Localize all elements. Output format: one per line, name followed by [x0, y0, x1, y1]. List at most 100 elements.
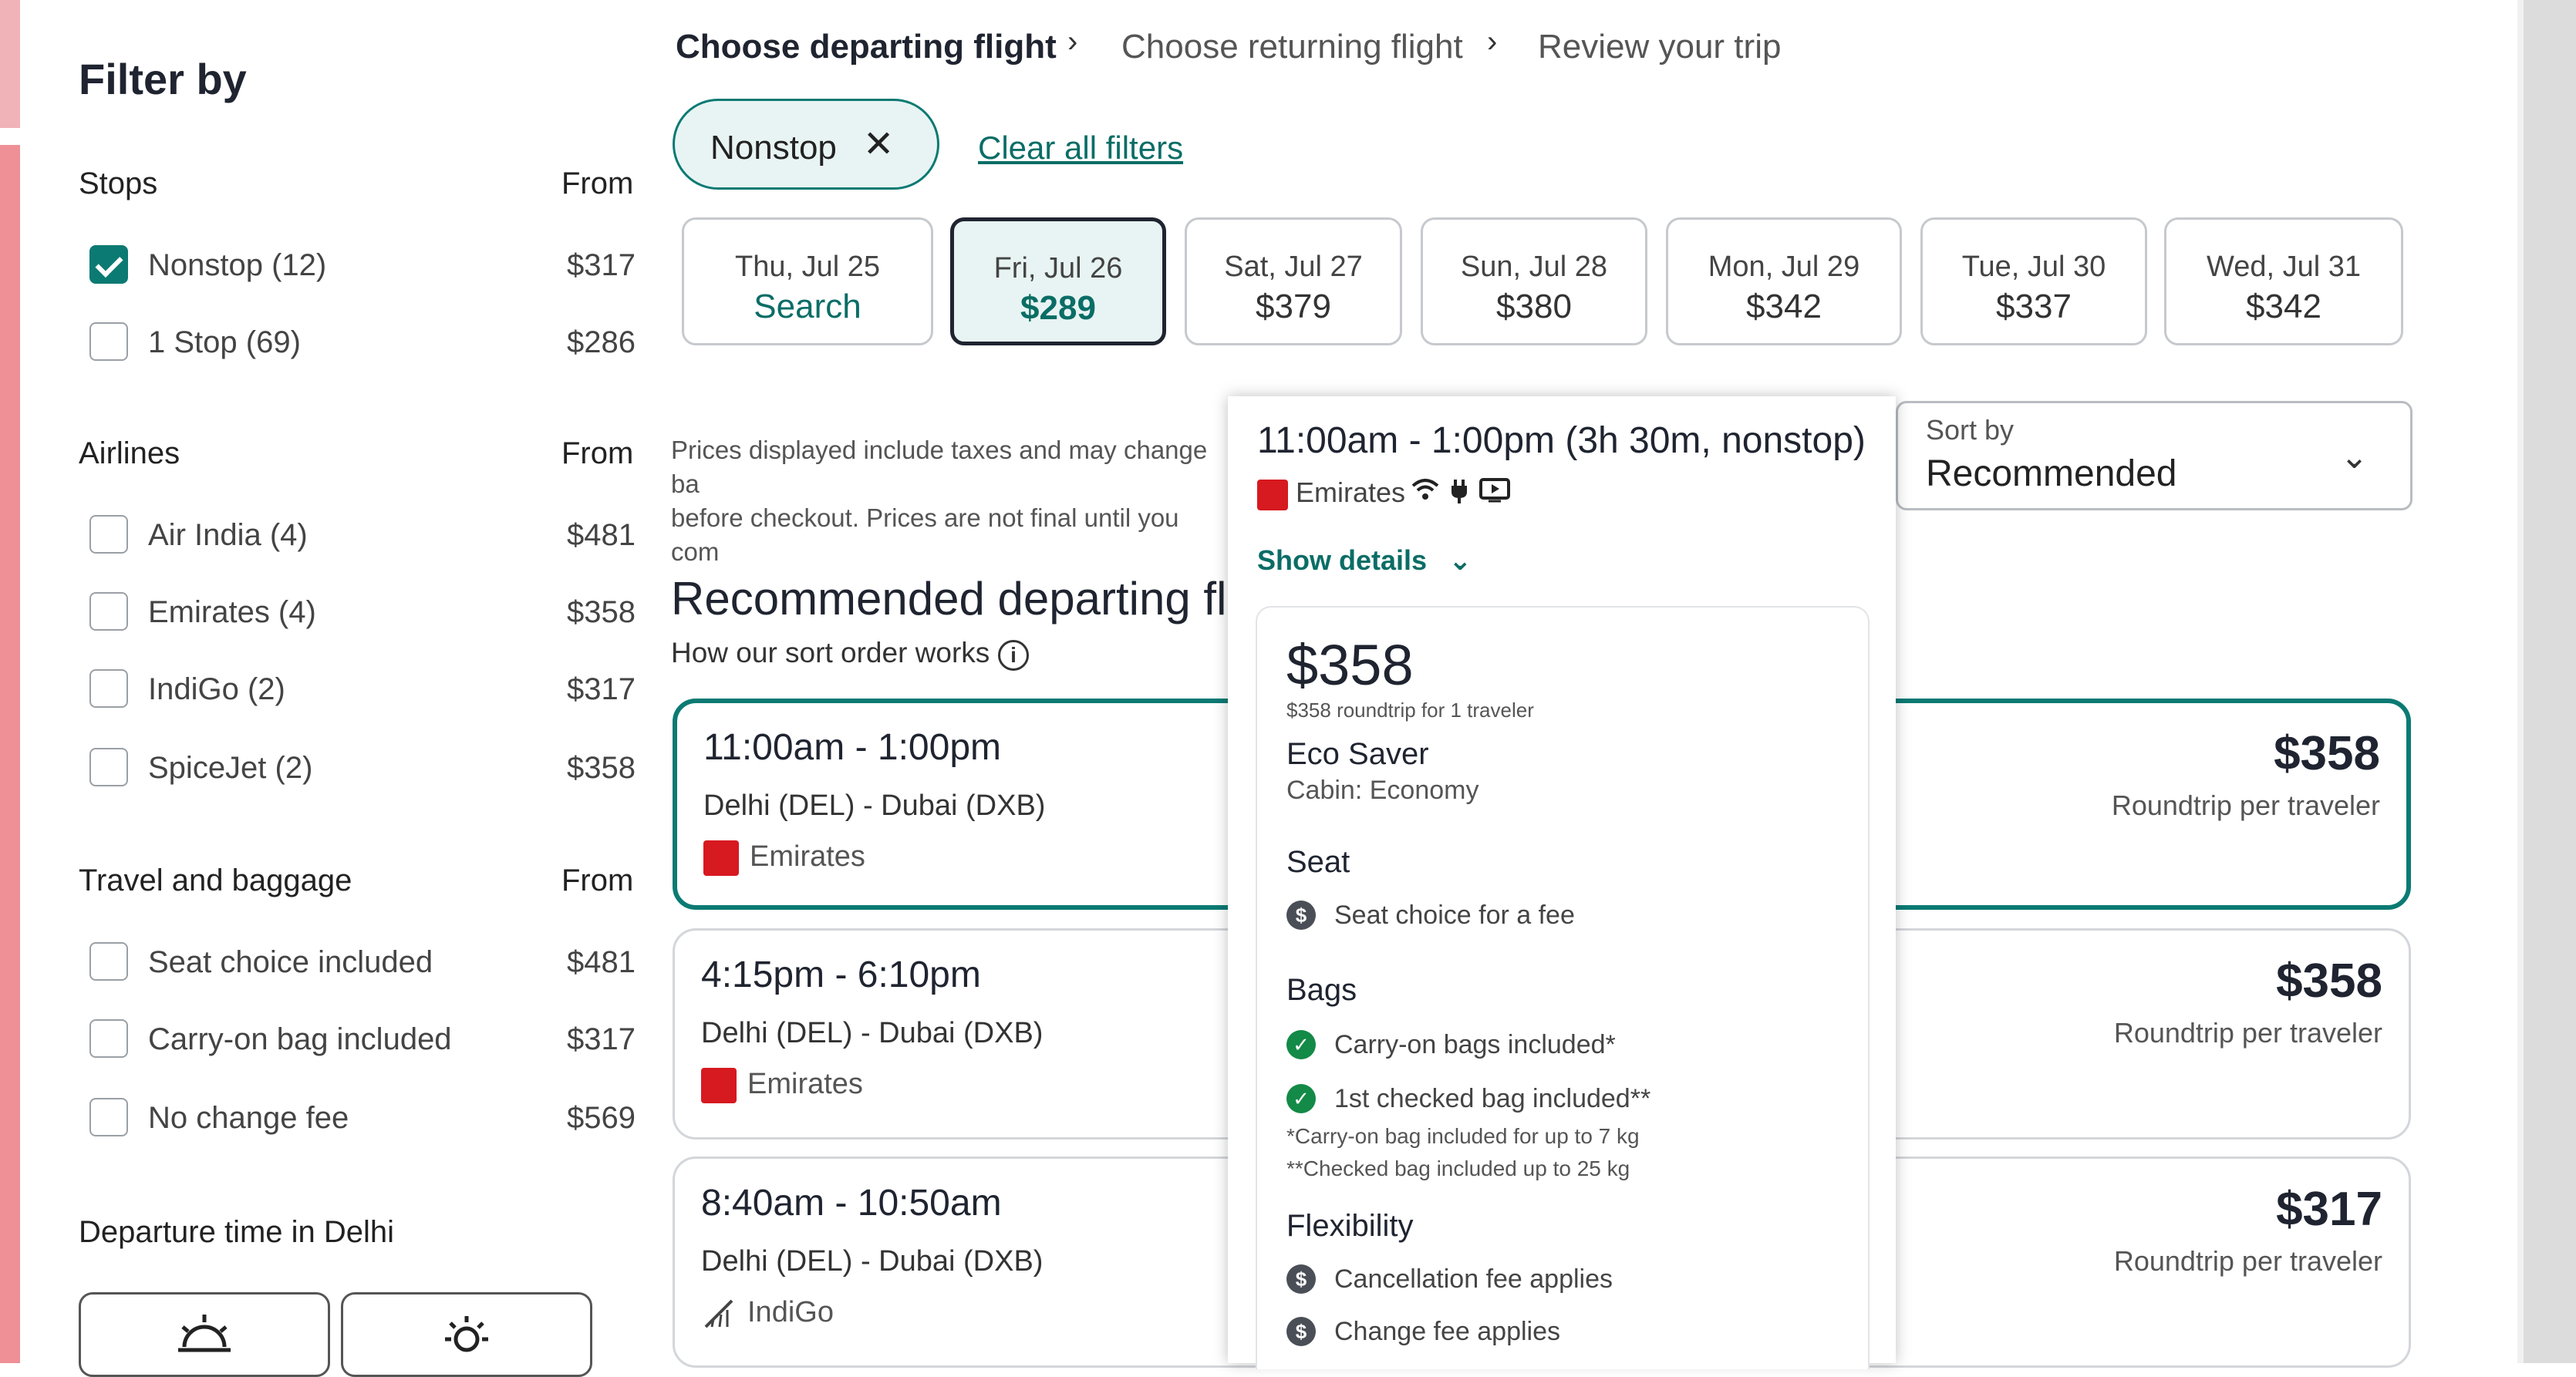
flight-time: 8:40am - 10:50am: [701, 1183, 1002, 1224]
no-change-fee-label[interactable]: No change fee: [148, 1101, 349, 1135]
bags-heading: Bags: [1286, 973, 1357, 1007]
nonstop-price: $317: [567, 248, 636, 282]
date-day: Thu, Jul 25: [735, 251, 880, 283]
flight-route: Delhi (DEL) - Dubai (DXB): [701, 1245, 1044, 1278]
one-stop-label[interactable]: 1 Stop (69): [148, 325, 301, 359]
seat-choice-label[interactable]: Seat choice included: [148, 945, 433, 979]
show-details-button[interactable]: Show details ⌄: [1257, 544, 1472, 577]
date-card-jul-30[interactable]: Tue, Jul 30 $337: [1920, 217, 2147, 345]
bag-note: *Carry-on bag included for up to 7 kg: [1286, 1124, 1640, 1148]
sort-by-select[interactable]: Sort by Recommended ⌄: [1896, 401, 2412, 510]
afternoon-time-button[interactable]: [341, 1292, 592, 1377]
power-icon: [1450, 478, 1468, 511]
stops-from-label: From: [561, 167, 634, 200]
date-day: Tue, Jul 30: [1961, 251, 2106, 283]
nonstop-checkbox[interactable]: [89, 245, 128, 284]
flight-price-note: Roundtrip per traveler: [2111, 790, 2380, 821]
date-card-jul-29[interactable]: Mon, Jul 29 $342: [1666, 217, 1902, 345]
flight-airline: Emirates: [747, 1068, 863, 1100]
close-icon[interactable]: ✕: [863, 124, 895, 165]
flight-price-note: Roundtrip per traveler: [2113, 1245, 2382, 1277]
sort-order-link[interactable]: How our sort order works: [671, 637, 990, 668]
airlines-from-label: From: [561, 436, 634, 470]
date-card-jul-31[interactable]: Wed, Jul 31 $342: [2164, 217, 2403, 345]
check-circle-icon: ✓: [1286, 1084, 1316, 1113]
one-stop-checkbox[interactable]: [89, 322, 128, 361]
bag-note: **Checked bag included up to 25 kg: [1286, 1156, 1630, 1180]
flight-price: $317: [2276, 1183, 2382, 1236]
seat-choice-checkbox[interactable]: [89, 942, 128, 981]
flex-item: Cancellation fee applies: [1334, 1264, 1613, 1294]
date-day: Sun, Jul 28: [1460, 251, 1608, 283]
date-price: $380: [1496, 288, 1572, 325]
indigo-checkbox[interactable]: [89, 669, 128, 708]
results-title: Recommended departing fli: [671, 573, 1237, 625]
carry-on-checkbox[interactable]: [89, 1019, 128, 1058]
plane-icon: [704, 1299, 733, 1328]
emirates-label[interactable]: Emirates (4): [148, 595, 316, 629]
date-day: Mon, Jul 29: [1708, 251, 1860, 283]
flight-airline: IndiGo: [747, 1296, 834, 1328]
scrollbar-track-edge: [2517, 0, 2524, 1363]
chevron-down-icon: ⌄: [2340, 438, 2369, 476]
popover-flight-time: 11:00am - 1:00pm (3h 30m, nonstop): [1257, 420, 1866, 461]
spicejet-label[interactable]: SpiceJet (2): [148, 751, 313, 785]
one-stop-price: $286: [567, 325, 636, 359]
emirates-logo-icon: [701, 1068, 737, 1103]
seat-heading: Seat: [1286, 845, 1350, 879]
sort-by-label: Sort by: [1926, 414, 2015, 446]
departure-time-label: Departure time in Delhi: [79, 1215, 395, 1249]
fee-icon: $: [1286, 901, 1316, 930]
date-card-jul-27[interactable]: Sat, Jul 27 $379: [1185, 217, 1402, 345]
price-disclaimer: Prices displayed include taxes and may c…: [671, 433, 1234, 569]
emirates-price: $358: [567, 595, 636, 629]
info-icon[interactable]: i: [998, 640, 1029, 671]
entertainment-icon: [1479, 478, 1510, 510]
wifi-icon: [1411, 478, 1439, 508]
chevron-down-icon: ⌄: [1448, 544, 1472, 576]
spicejet-checkbox[interactable]: [89, 748, 128, 786]
fare-details-card: $358 $358 roundtrip for 1 traveler Eco S…: [1256, 606, 1870, 1369]
date-card-jul-25[interactable]: Thu, Jul 25 Search: [682, 217, 933, 345]
chip-label: Nonstop: [710, 129, 837, 167]
flight-airline: Emirates: [750, 840, 865, 873]
emirates-logo-icon: [703, 840, 739, 876]
date-day: Fri, Jul 26: [993, 252, 1123, 284]
nonstop-label[interactable]: Nonstop (12): [148, 248, 327, 282]
air-india-label[interactable]: Air India (4): [148, 518, 308, 552]
nonstop-filter-chip[interactable]: Nonstop ✕: [673, 99, 939, 190]
popover-airline: Emirates: [1296, 476, 1406, 508]
indigo-logo-icon: [701, 1296, 737, 1332]
fare-price-note: $358 roundtrip for 1 traveler: [1286, 699, 1534, 722]
left-accent-top: [0, 0, 20, 128]
date-price: $337: [1996, 288, 2072, 325]
indigo-label[interactable]: IndiGo (2): [148, 672, 285, 706]
flight-time: 11:00am - 1:00pm: [703, 727, 1001, 768]
carry-on-label[interactable]: Carry-on bag included: [148, 1022, 452, 1056]
date-card-jul-28[interactable]: Sun, Jul 28 $380: [1421, 217, 1647, 345]
date-search-link[interactable]: Search: [754, 288, 861, 325]
no-change-fee-checkbox[interactable]: [89, 1098, 128, 1136]
flight-time: 4:15pm - 6:10pm: [701, 954, 981, 995]
spicejet-price: $358: [567, 751, 636, 785]
date-day: Sat, Jul 27: [1224, 251, 1363, 283]
scrollbar-track[interactable]: [2524, 0, 2576, 1363]
sunrise-icon: [178, 1315, 231, 1352]
seat-item: Seat choice for a fee: [1334, 901, 1575, 930]
air-india-checkbox[interactable]: [89, 515, 128, 554]
bag-item: Carry-on bags included*: [1334, 1030, 1616, 1059]
breadcrumb-step-departing: Choose departing flight: [676, 28, 1057, 66]
morning-time-button[interactable]: [79, 1292, 330, 1377]
show-details-label: Show details: [1257, 544, 1428, 576]
fare-price: $358: [1286, 633, 1414, 697]
clear-all-filters-link[interactable]: Clear all filters: [978, 130, 1184, 166]
emirates-checkbox[interactable]: [89, 592, 128, 631]
flight-details-popover: 11:00am - 1:00pm (3h 30m, nonstop) Emira…: [1228, 396, 1896, 1369]
travel-from-label: From: [561, 864, 634, 897]
date-card-jul-26[interactable]: Fri, Jul 26 $289: [950, 217, 1166, 345]
seat-choice-price: $481: [567, 945, 636, 979]
fare-cabin: Cabin: Economy: [1286, 776, 1479, 805]
fee-icon: $: [1286, 1264, 1316, 1294]
fee-icon: $: [1286, 1317, 1316, 1346]
check-circle-icon: ✓: [1286, 1030, 1316, 1059]
